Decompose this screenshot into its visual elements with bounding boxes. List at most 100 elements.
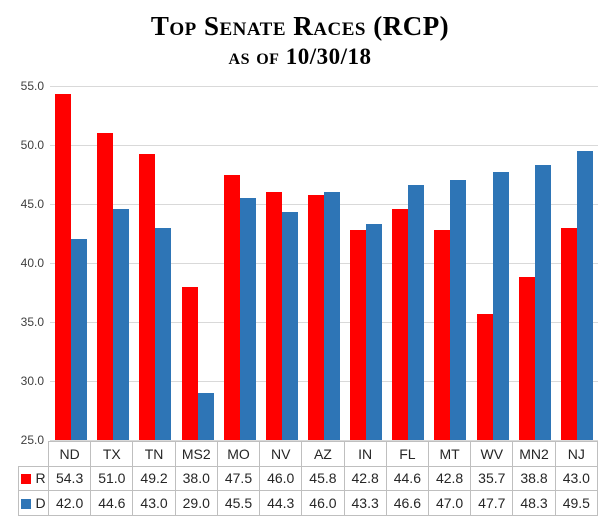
category-label-wv: WV xyxy=(470,441,514,467)
bar-d-mo xyxy=(239,198,256,440)
bar-r-mo xyxy=(223,174,240,440)
y-axis-tick-label: 40.0 xyxy=(20,256,44,270)
bar-group-wv xyxy=(472,86,514,440)
data-table: ND TX TN MS2 MO NV AZ IN FL MT WV MN2 NJ R 54.3 51.0 49.… xyxy=(18,441,599,516)
table-value-r-tx: 51.0 xyxy=(90,465,134,492)
y-axis-tick-label: 25.0 xyxy=(20,433,44,447)
table-value-r-nv: 46.0 xyxy=(259,465,303,492)
bar-group-tn xyxy=(134,86,176,440)
category-label-mn2: MN2 xyxy=(512,441,556,467)
table-value-r-mn2: 38.8 xyxy=(512,465,556,492)
gridline xyxy=(50,440,598,441)
bar-d-tx xyxy=(113,208,130,440)
bar-d-tn xyxy=(155,227,172,440)
bar-group-mn2 xyxy=(514,86,556,440)
table-value-d-fl: 46.6 xyxy=(385,490,429,516)
bar-group-az xyxy=(303,86,345,440)
bar-group-fl xyxy=(387,86,429,440)
legend-row-label-r: R xyxy=(18,465,49,492)
category-label-nj: NJ xyxy=(554,441,599,467)
table-value-d-ms2: 29.0 xyxy=(174,490,218,516)
table-value-d-in: 43.3 xyxy=(343,490,387,516)
table-value-d-nd: 42.0 xyxy=(47,490,92,516)
y-axis-tick-label: 45.0 xyxy=(20,197,44,211)
legend-swatch-r-icon xyxy=(21,474,32,485)
table-value-d-nj: 49.5 xyxy=(554,490,599,516)
category-label-in: IN xyxy=(343,441,387,467)
category-label-mt: MT xyxy=(427,441,472,467)
chart-title: Top Senate Races (RCP) as of 10/30/18 xyxy=(0,9,600,70)
chart-title-line1: Top Senate Races (RCP) xyxy=(150,11,450,41)
bar-r-nv xyxy=(265,192,282,440)
table-value-r-nj: 43.0 xyxy=(554,465,599,492)
table-value-d-mo: 45.5 xyxy=(216,490,261,516)
bar-r-nd xyxy=(55,94,72,440)
bar-group-mo xyxy=(219,86,261,440)
table-value-r-az: 45.8 xyxy=(301,465,345,492)
table-value-r-ms2: 38.0 xyxy=(174,465,218,492)
category-label-fl: FL xyxy=(385,441,429,467)
bar-r-mt xyxy=(434,229,451,440)
bar-d-nd xyxy=(71,239,88,440)
bar-r-fl xyxy=(392,208,409,440)
category-label-ms2: MS2 xyxy=(174,441,218,467)
table-corner-cell xyxy=(19,442,49,467)
bar-d-wv xyxy=(492,172,509,440)
category-label-mo: MO xyxy=(216,441,261,467)
bar-group-nd xyxy=(50,86,92,440)
bar-d-nj xyxy=(576,150,593,440)
category-label-nd: ND xyxy=(47,441,92,467)
bar-d-mt xyxy=(450,180,467,440)
bar-r-ms2 xyxy=(181,286,198,440)
table-value-d-mt: 47.0 xyxy=(427,490,472,516)
bar-groups xyxy=(50,86,598,440)
bar-group-nj xyxy=(556,86,598,440)
table-value-r-mo: 47.5 xyxy=(216,465,261,492)
legend-swatch-d-icon xyxy=(21,499,32,510)
category-label-az: AZ xyxy=(301,441,345,467)
bar-r-in xyxy=(350,229,367,440)
legend-row-label-d: D xyxy=(18,490,49,516)
legend-series-name: D xyxy=(35,495,46,512)
bar-group-in xyxy=(345,86,387,440)
table-value-r-nd: 54.3 xyxy=(47,465,92,492)
chart-title-line2: as of 10/30/18 xyxy=(228,44,372,69)
table-value-r-mt: 42.8 xyxy=(427,465,472,492)
y-axis-tick-label: 55.0 xyxy=(20,79,44,93)
bar-r-wv xyxy=(476,313,493,440)
bar-d-az xyxy=(324,192,341,440)
table-value-d-nv: 44.3 xyxy=(259,490,303,516)
bar-d-ms2 xyxy=(197,392,214,440)
bar-r-nj xyxy=(560,227,577,440)
plot-area xyxy=(50,86,598,441)
bar-group-mt xyxy=(429,86,471,440)
category-label-nv: NV xyxy=(259,441,303,467)
table-value-r-tn: 49.2 xyxy=(132,465,176,492)
y-axis-tick-label: 50.0 xyxy=(20,138,44,152)
bar-r-mn2 xyxy=(518,277,535,440)
table-value-d-wv: 47.7 xyxy=(470,490,514,516)
bar-r-tx xyxy=(97,133,114,440)
bar-group-nv xyxy=(261,86,303,440)
gridline xyxy=(50,145,598,146)
y-axis-tick-label: 35.0 xyxy=(20,315,44,329)
y-axis-tick-label: 30.0 xyxy=(20,374,44,388)
category-label-tx: TX xyxy=(90,441,134,467)
bar-group-ms2 xyxy=(176,86,218,440)
table-value-r-fl: 44.6 xyxy=(385,465,429,492)
y-axis: 55.0 50.0 45.0 40.0 35.0 30.0 25.0 xyxy=(0,79,44,447)
table-value-d-tx: 44.6 xyxy=(90,490,134,516)
table-value-d-mn2: 48.3 xyxy=(512,490,556,516)
bar-d-nv xyxy=(281,212,298,440)
bar-d-mn2 xyxy=(534,165,551,440)
bar-d-fl xyxy=(408,185,425,440)
bar-d-in xyxy=(366,224,383,440)
table-value-d-tn: 43.0 xyxy=(132,490,176,516)
legend-series-name: R xyxy=(35,470,46,487)
bar-r-tn xyxy=(139,154,156,440)
table-value-r-in: 42.8 xyxy=(343,465,387,492)
category-label-tn: TN xyxy=(132,441,176,467)
table-value-d-az: 46.0 xyxy=(301,490,345,516)
bar-group-tx xyxy=(92,86,134,440)
